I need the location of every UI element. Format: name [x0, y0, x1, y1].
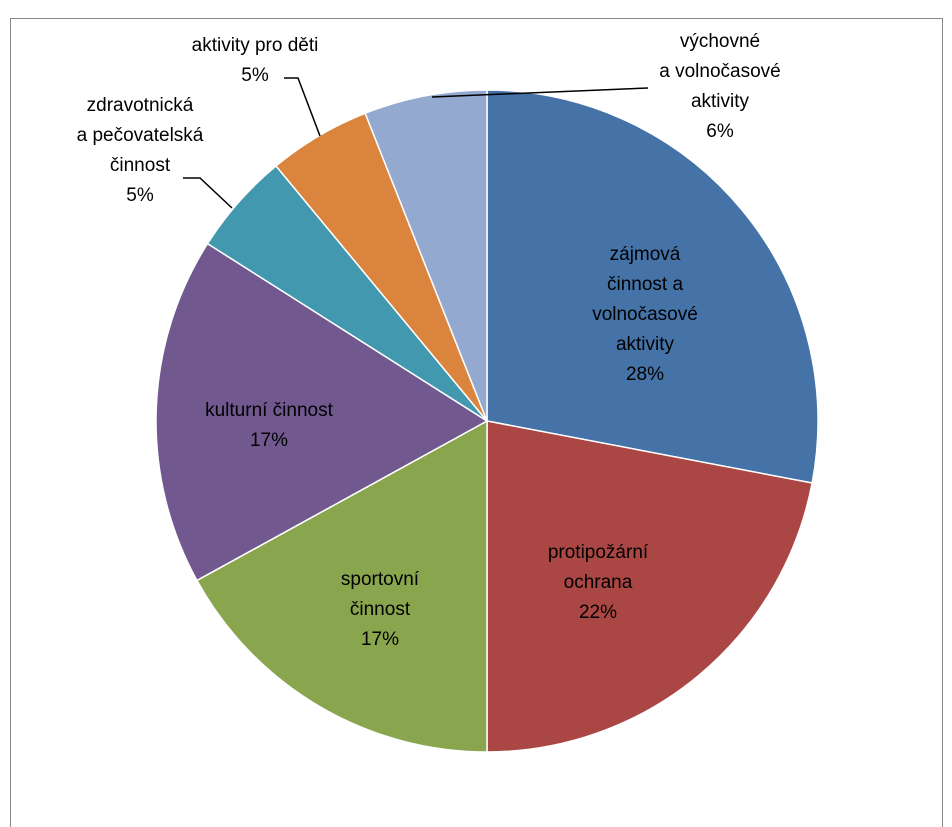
data-label: zájmová činnost a volnočasové aktivity 28… [592, 240, 698, 390]
chart-border [10, 18, 943, 827]
slice-percent: 28% [625, 364, 665, 385]
pie-slice [486, 89, 819, 484]
slice-percent: 17% [360, 629, 400, 650]
pie-slice [155, 242, 489, 582]
pie-slice [195, 419, 488, 753]
leader-line [431, 87, 649, 98]
slice-percent: 5% [241, 65, 269, 86]
slice-name: kulturní činnost [205, 400, 333, 421]
slice-percent: 22% [578, 602, 618, 623]
data-label: protipožární ochrana 22% [548, 538, 648, 628]
slice-name: zdravotnická a pečovatelská činnost [76, 95, 204, 176]
data-label: výchovné a volnočasové aktivity 6% [659, 27, 780, 147]
slice-percent: 5% [126, 185, 154, 206]
slice-name: zájmová činnost a volnočasové aktivity [592, 244, 698, 355]
data-label: zdravotnická a pečovatelská činnost 5% [77, 91, 204, 211]
slice-percent: 6% [706, 121, 734, 142]
slice-name: sportovní činnost [340, 569, 420, 620]
pie [155, 89, 819, 753]
pie-slice [364, 89, 488, 422]
slice-percent: 17% [249, 430, 289, 451]
pie-slice [486, 420, 814, 753]
leader-line [183, 177, 233, 209]
slice-name: aktivity pro děti [191, 35, 319, 56]
slice-name: výchovné a volnočasové aktivity [659, 31, 781, 112]
slice-name: protipožární ochrana [547, 542, 649, 593]
data-label: aktivity pro děti 5% [192, 31, 319, 91]
data-label: kulturní činnost 17% [205, 396, 333, 456]
leader-line [284, 77, 321, 137]
data-label: sportovní činnost 17% [341, 565, 419, 655]
